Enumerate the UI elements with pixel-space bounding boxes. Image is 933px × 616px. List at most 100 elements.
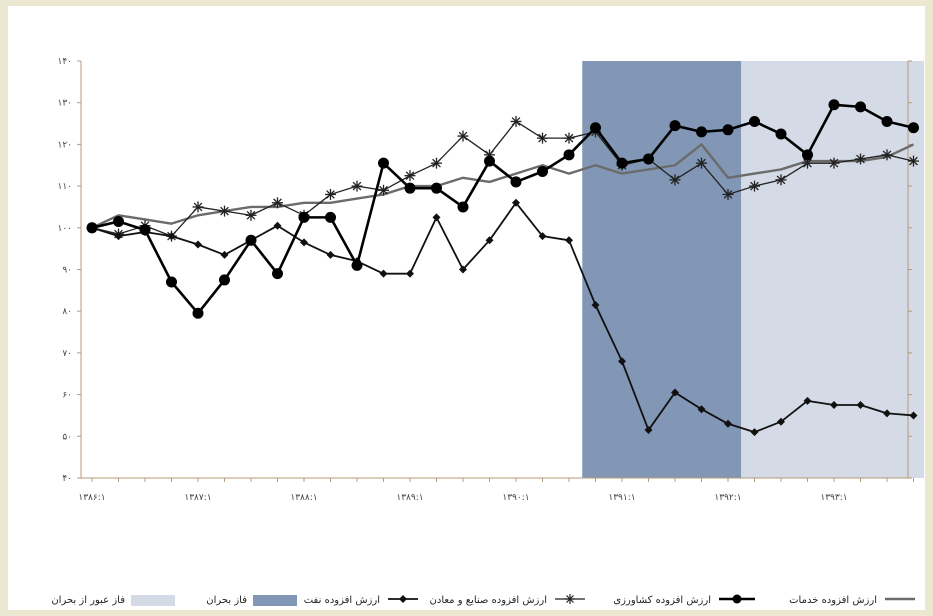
agriculture-point	[616, 157, 628, 169]
agriculture-point	[696, 126, 707, 138]
legend-item-services: ارزش افزوده خدمات	[789, 590, 917, 610]
agriculture-point	[325, 211, 336, 223]
agriculture-point	[881, 115, 893, 127]
oil-point	[485, 236, 494, 245]
industry-point	[351, 180, 363, 192]
industry-point-stroke	[193, 202, 203, 212]
y-tick-label: ۱۳۰	[57, 99, 72, 109]
legend-item-industry: ارزش افزوده صنایع و معادن	[430, 590, 587, 610]
agriculture-point	[669, 120, 681, 132]
legend-label-oil: ارزش افزوده نفت	[303, 594, 380, 606]
legend-swatch-oil	[386, 593, 420, 608]
y-tick-label: ۶۰	[62, 391, 72, 401]
industry-point	[245, 209, 257, 221]
agriculture-point	[510, 176, 522, 188]
industry-point-stroke	[829, 158, 839, 168]
oil-point	[565, 236, 573, 245]
industry-point	[563, 132, 575, 144]
industry-point-stroke	[564, 133, 574, 143]
industry-point-stroke	[352, 181, 362, 191]
oil-point	[432, 213, 441, 222]
legend-swatch-recovery	[131, 594, 175, 606]
industry-point-stroke	[405, 171, 415, 181]
industry-point-stroke	[670, 175, 680, 185]
agriculture-point	[855, 101, 866, 113]
agriculture-point	[749, 115, 760, 127]
industry-point	[457, 130, 469, 142]
x-tick-label: ۱۳۹۰:۱	[502, 493, 529, 503]
industry-point	[828, 157, 840, 169]
industry-point-stroke	[273, 198, 282, 208]
industry-point	[431, 157, 442, 169]
agriculture-point	[192, 307, 204, 319]
industry-point-stroke	[432, 158, 441, 168]
industry-point	[219, 205, 230, 217]
agriculture-point	[166, 276, 177, 288]
agriculture-point	[643, 153, 654, 165]
x-tick-label: ۱۳۸۹:۱	[396, 493, 423, 503]
agriculture-point	[457, 201, 469, 213]
industry-point-stroke	[511, 117, 521, 126]
x-tick-label: ۱۳۹۱:۱	[608, 493, 635, 503]
x-tick-label: ۱۳۹۲:۱	[714, 493, 741, 503]
industry-point	[696, 157, 707, 169]
chart-legend: ارزش افزوده خدمات ارزش افزوده کشاورزی ار…	[0, 590, 925, 610]
agriculture-point	[86, 222, 98, 234]
industry-point-stroke	[220, 206, 229, 216]
industry-point	[378, 184, 389, 196]
industry-point-stroke	[803, 158, 812, 168]
series-line-0	[91, 201, 914, 434]
industry-point	[775, 174, 787, 186]
oil-point	[909, 411, 918, 420]
agriculture-point	[139, 224, 151, 236]
oil-point	[538, 232, 547, 241]
legend-swatch-crisis	[253, 594, 297, 606]
y-tick-label: ۹۰	[62, 266, 72, 276]
industry-point-stroke	[697, 158, 706, 168]
y-tick-label: ۴۰	[62, 474, 72, 484]
legend-label-agriculture: ارزش افزوده کشاورزی	[613, 594, 711, 606]
agriculture-point	[378, 157, 389, 169]
series-line-1	[91, 120, 914, 237]
oil-point	[671, 388, 679, 397]
y-tick-label: ۵۰	[62, 432, 72, 442]
industry-point-stroke	[723, 190, 733, 199]
legend-item-oil: ارزش افزوده نفت	[304, 590, 420, 610]
legend-label-services: ارزش افزوده خدمات	[789, 594, 877, 606]
oil-point	[618, 357, 626, 366]
agriculture-point	[563, 149, 575, 161]
industry-point	[722, 188, 734, 200]
agriculture-point	[219, 274, 230, 286]
agriculture-point	[404, 182, 416, 194]
oil-point	[220, 250, 229, 259]
agriculture-point	[351, 259, 363, 271]
industry-point	[669, 174, 681, 186]
oil-point	[379, 269, 388, 278]
industry-point	[908, 155, 919, 167]
industry-point	[510, 115, 522, 127]
agriculture-point	[537, 166, 548, 178]
oil-point	[512, 198, 520, 207]
industry-point	[192, 201, 204, 213]
industry-point-stroke	[750, 181, 759, 191]
legend-label-industry: ارزش افزوده صنایع و معادن	[429, 594, 547, 606]
oil-point	[459, 265, 467, 274]
agriculture-point	[272, 268, 283, 280]
industry-point-stroke	[909, 156, 918, 166]
x-tick-label: ۱۳۹۳:۱	[820, 493, 847, 503]
industry-point-stroke	[776, 175, 786, 185]
oil-point	[750, 428, 759, 437]
series-line-3	[91, 143, 915, 229]
agriculture-point	[908, 122, 919, 134]
oil-point	[697, 405, 706, 414]
oil-point	[803, 396, 812, 405]
industry-point-stroke	[458, 131, 468, 141]
oil-point	[300, 238, 308, 247]
industry-point-stroke	[856, 154, 865, 164]
industry-point	[404, 170, 416, 182]
oil-point	[406, 269, 414, 278]
oil-point	[777, 417, 785, 426]
industry-point	[325, 188, 336, 200]
agriculture-point	[245, 234, 257, 246]
agriculture-point	[431, 182, 442, 194]
